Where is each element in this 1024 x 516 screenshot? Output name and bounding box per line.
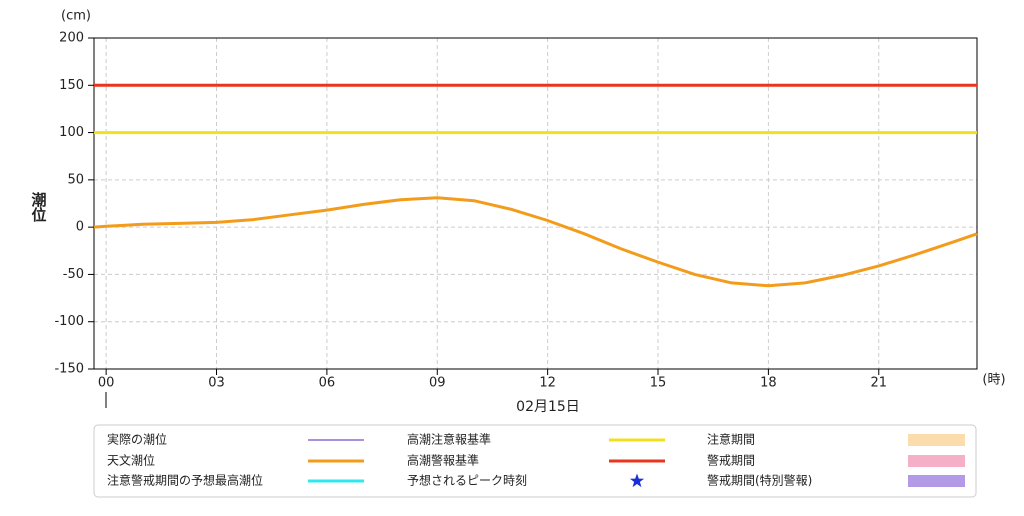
x-tick-label: 09 <box>429 376 446 391</box>
legend-label: 警戒期間(特別警報) <box>707 473 812 488</box>
legend-box <box>93 424 977 498</box>
legend-swatch <box>908 434 965 446</box>
legend-label: 注意期間 <box>707 432 755 447</box>
legend-label: 高潮警報基準 <box>407 453 479 468</box>
y-unit: (cm) <box>61 9 91 24</box>
x-tick-label: 00 <box>98 376 115 391</box>
y-tick-label: -50 <box>63 267 84 282</box>
y-label: 潮位 <box>30 191 48 222</box>
x-tick-label: 18 <box>760 376 777 391</box>
y-tick-label: -150 <box>54 362 84 377</box>
y-tick-label: -100 <box>54 314 84 329</box>
legend-label: 実際の潮位 <box>107 432 167 447</box>
y-tick-label: 100 <box>59 125 84 140</box>
legend-label: 注意警戒期間の予想最高潮位 <box>107 473 263 488</box>
legend-swatch <box>908 455 965 467</box>
y-tick-label: 150 <box>59 78 84 93</box>
x-tick-label: 03 <box>208 376 225 391</box>
tide-line <box>93 196 978 288</box>
plot-frame <box>93 37 978 370</box>
x-tick-label: 21 <box>870 376 887 391</box>
legend-label: 高潮注意報基準 <box>407 432 491 447</box>
y-tick-label: 200 <box>59 31 84 46</box>
legend-label: 警戒期間 <box>707 453 755 468</box>
x-unit: (時) <box>982 373 1005 388</box>
legend-swatch <box>908 475 965 487</box>
x-tick-label: 15 <box>650 376 667 391</box>
legend-label: 天文潮位 <box>107 453 155 468</box>
legend-swatch <box>629 473 645 488</box>
x-tick-label: 06 <box>319 376 336 391</box>
date-label: 02月15日 <box>516 399 580 415</box>
legend-label: 予想されるピーク時刻 <box>407 473 527 488</box>
plot-area <box>94 38 977 369</box>
y-tick-label: 0 <box>76 220 84 235</box>
x-tick-label: 12 <box>539 376 556 391</box>
y-tick-label: 50 <box>67 172 84 187</box>
